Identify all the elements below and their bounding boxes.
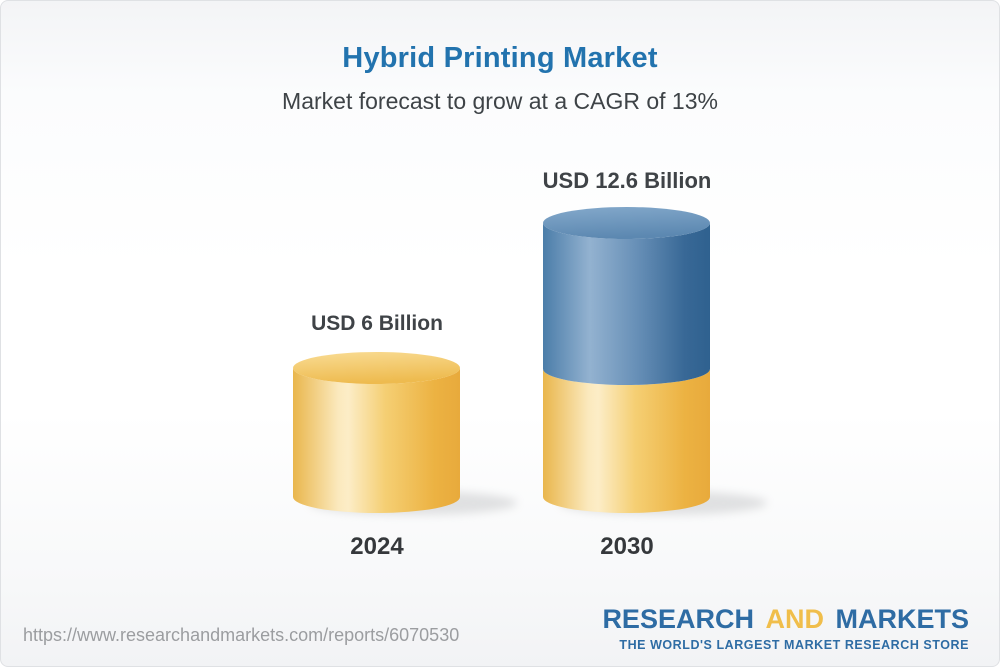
axis-label-2024: 2024 [350,533,404,560]
logo-tagline: THE WORLD'S LARGEST MARKET RESEARCH STOR… [619,638,969,652]
value-label-2024: USD 6 Billion [311,312,443,335]
chart-title: Hybrid Printing Market [342,42,658,74]
logo-word-and: AND [765,604,824,634]
chart-subtitle: Market forecast to grow at a CAGR of 13% [282,88,718,114]
bar-2030-cylinder [543,207,710,513]
report-url[interactable]: https://www.researchandmarkets.com/repor… [23,625,460,645]
logo-wordmark: RESEARCH AND MARKETS [602,604,969,635]
axis-label-2030: 2030 [600,533,654,560]
logo-word-research: RESEARCH [602,604,754,634]
bar-2030-base-segment [543,369,710,513]
logo-word-markets: MARKETS [835,604,970,634]
research-and-markets-logo: RESEARCH AND MARKETS THE WORLD'S LARGEST… [602,604,969,652]
bar-2024-cylinder [293,352,461,513]
bar-2030-forecast-segment [543,223,710,385]
value-label-2030: USD 12.6 Billion [542,168,712,193]
